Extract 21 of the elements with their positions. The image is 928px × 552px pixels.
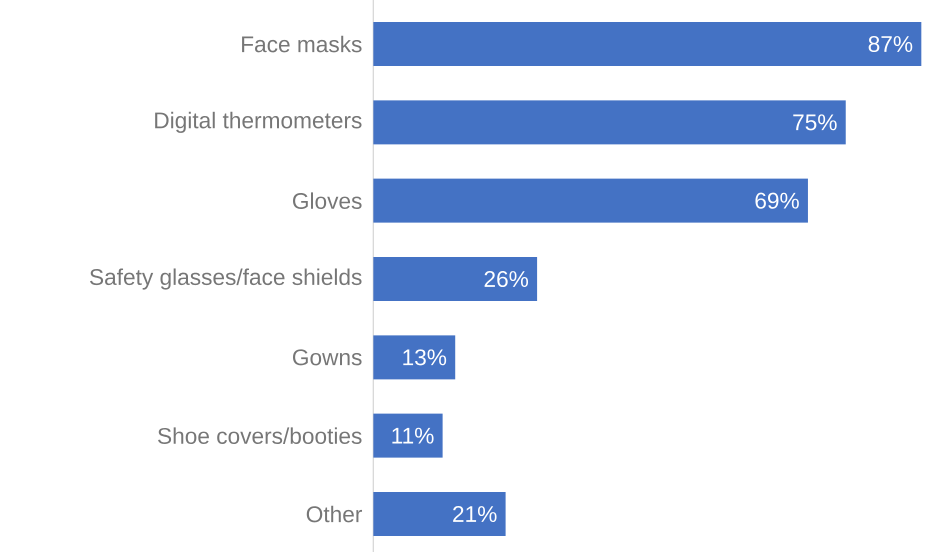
data-label: 69%	[755, 192, 799, 209]
data-label: 26%	[484, 270, 528, 288]
bar	[373, 257, 538, 302]
bar	[373, 100, 846, 144]
bar	[373, 335, 456, 380]
y-tick-label: Other	[306, 506, 362, 522]
bar	[373, 178, 808, 223]
bar	[373, 414, 443, 458]
data-label: 75%	[793, 114, 837, 130]
data-label: 13%	[403, 349, 446, 366]
y-tick-label: Face masks	[242, 36, 362, 52]
y-tick-label: Shoe covers/booties	[158, 427, 362, 444]
y-tick-label: Digital thermometers	[155, 112, 362, 133]
y-tick-label: Gowns	[293, 349, 362, 366]
y-tick-label: Safety glasses/face shields	[90, 268, 362, 290]
data-label: 11%	[392, 428, 434, 444]
data-label: 21%	[453, 506, 497, 522]
bar	[373, 492, 506, 536]
y-tick-label: Gloves	[293, 192, 362, 210]
bar	[373, 22, 922, 66]
data-label: 87%	[868, 36, 912, 52]
